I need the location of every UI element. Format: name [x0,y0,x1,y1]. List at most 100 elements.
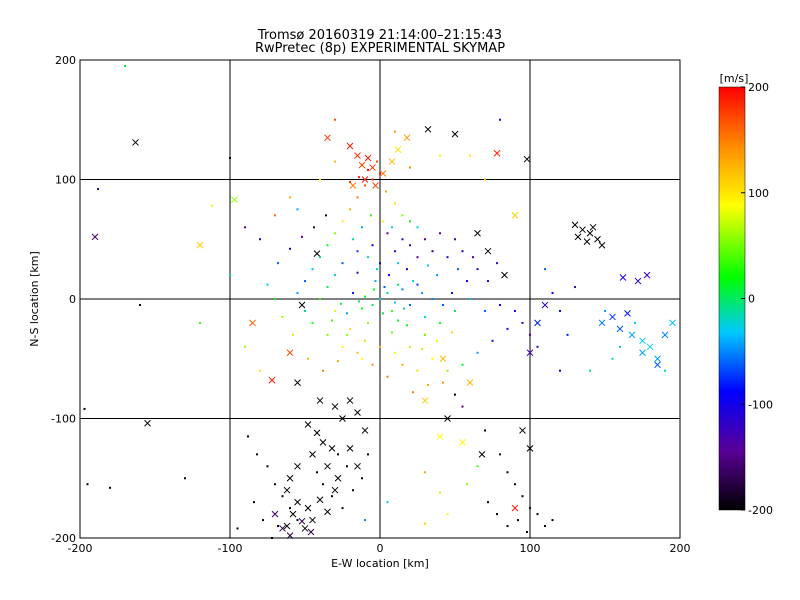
dot-marker [394,130,396,133]
dot-marker [319,178,321,181]
cross-marker [91,233,99,241]
cross-marker [654,361,661,369]
data-marks [83,64,676,539]
dot-marker [424,471,426,474]
cross-marker [354,409,361,416]
dot-marker [466,280,468,283]
x-tick-label: 100 [520,542,541,555]
dot-marker [379,345,381,348]
dot-marker [506,471,509,474]
dot-marker [266,465,269,468]
dot-marker [406,324,408,327]
dot-marker [364,339,366,342]
cross-marker [358,161,366,169]
dot-marker [379,262,381,265]
dot-marker [416,226,419,229]
dot-marker [367,321,369,324]
cross-marker [286,349,294,357]
cross-marker [451,130,459,138]
dot-marker [461,363,464,366]
dot-marker [256,453,258,456]
dot-marker [334,160,336,163]
dot-marker [322,369,324,372]
cross-marker [286,474,294,482]
dot-marker [446,256,449,259]
dot-marker [247,435,249,438]
cross-marker [436,433,444,440]
x-tick-label: 0 [377,542,384,555]
dot-marker [296,292,299,295]
colorbar-tick-label: 200 [748,81,769,94]
dot-marker [403,307,405,310]
dot-marker [334,309,336,312]
cross-marker [298,301,306,309]
dot-marker [439,232,441,235]
dot-marker [431,357,434,360]
dot-marker [340,302,342,305]
dot-marker [469,154,471,157]
dot-marker [634,321,636,324]
dot-marker [326,286,329,289]
dot-marker [296,208,299,211]
dot-marker [319,298,321,300]
dot-marker [388,274,390,277]
cross-marker [324,462,331,470]
cross-marker [583,238,591,245]
cross-marker [574,233,582,241]
dot-marker [367,256,369,259]
dot-marker [352,292,354,295]
cross-marker [324,134,331,142]
dot-marker [109,486,111,489]
dot-marker [397,283,399,286]
colorbar: [m/s] 200 100 0 -100 -200 [718,72,773,517]
dot-marker [356,271,359,274]
dot-marker [424,333,426,336]
cross-marker [403,134,411,142]
cross-marker [132,139,139,146]
dot-marker [394,250,396,253]
dot-marker [307,357,309,360]
dot-marker [466,483,468,486]
dot-marker [401,214,404,217]
dot-marker [371,244,374,247]
dot-marker [397,262,399,265]
dot-marker [244,345,246,348]
dot-marker [301,235,303,238]
dot-marker [506,525,509,528]
dot-marker [259,369,261,372]
dot-marker [394,301,396,304]
cross-marker [541,301,549,309]
dot-marker [349,180,351,183]
dot-marker [358,300,360,303]
cross-marker [639,349,646,357]
cross-marker [474,229,481,237]
cross-marker [354,462,361,470]
cross-marker [424,125,432,133]
dot-marker [566,333,569,336]
dot-marker [271,537,273,539]
dot-marker [83,407,86,410]
dot-marker [184,477,186,480]
cross-marker [316,496,324,504]
dot-marker [401,363,404,366]
cross-marker [628,331,636,339]
cross-marker [249,319,256,327]
dot-marker [619,345,621,348]
dot-marker [529,507,531,510]
cross-marker [354,152,361,159]
plot-area [79,59,681,539]
cross-marker [144,419,151,427]
dot-marker [487,501,489,504]
cross-marker [294,462,301,470]
dot-marker [229,156,231,159]
dot-marker [391,331,393,334]
dot-marker [356,196,359,199]
dot-marker [544,268,546,271]
dot-marker [229,274,231,277]
cross-marker [196,241,204,249]
cross-marker [289,510,297,518]
cross-marker [279,525,286,532]
dot-marker [379,298,381,300]
dot-marker [454,238,456,241]
